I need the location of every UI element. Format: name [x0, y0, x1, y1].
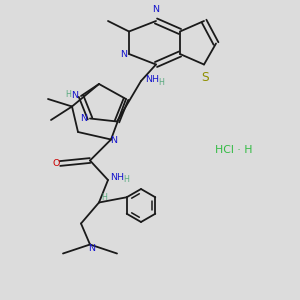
Text: N: N: [72, 92, 79, 100]
Text: H: H: [124, 175, 130, 184]
Text: O: O: [52, 159, 60, 168]
Text: H: H: [158, 78, 164, 87]
Text: S: S: [202, 71, 209, 84]
Text: N: N: [121, 50, 128, 58]
Text: HCl · H: HCl · H: [215, 145, 253, 155]
Text: N: N: [152, 5, 160, 14]
Text: N: N: [110, 136, 118, 145]
Text: H: H: [65, 90, 71, 99]
Text: NH: NH: [146, 75, 159, 84]
Text: NH: NH: [110, 172, 124, 182]
Text: N: N: [81, 114, 88, 123]
Text: H: H: [101, 194, 107, 202]
Text: N: N: [88, 244, 95, 253]
